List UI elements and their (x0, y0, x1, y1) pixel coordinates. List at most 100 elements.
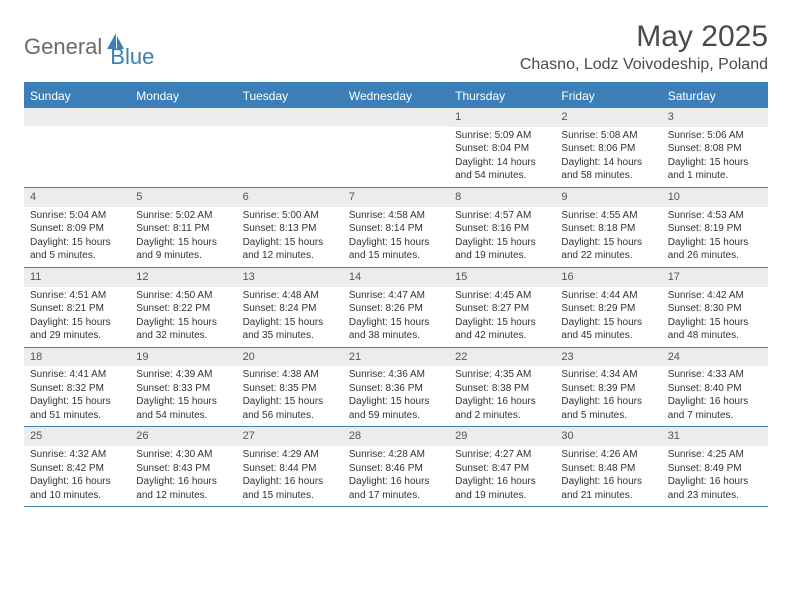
day-number: 1 (449, 108, 555, 127)
sunrise-text: Sunrise: 4:39 AM (136, 368, 230, 382)
sunset-text: Sunset: 8:29 PM (561, 302, 655, 316)
day-content: Sunrise: 4:30 AMSunset: 8:43 PMDaylight:… (130, 446, 236, 506)
day-cell: 6Sunrise: 5:00 AMSunset: 8:13 PMDaylight… (237, 188, 343, 267)
day-number: 12 (130, 268, 236, 287)
day-number: 5 (130, 188, 236, 207)
day-cell: 11Sunrise: 4:51 AMSunset: 8:21 PMDayligh… (24, 268, 130, 347)
daylight-text: Daylight: 16 hours and 5 minutes. (561, 395, 655, 422)
day-headers-row: Sunday Monday Tuesday Wednesday Thursday… (24, 84, 768, 108)
daylight-text: Daylight: 16 hours and 15 minutes. (243, 475, 337, 502)
day-header-tue: Tuesday (237, 84, 343, 108)
day-content: Sunrise: 5:02 AMSunset: 8:11 PMDaylight:… (130, 207, 236, 267)
day-cell: 31Sunrise: 4:25 AMSunset: 8:49 PMDayligh… (662, 427, 768, 506)
day-content: Sunrise: 4:27 AMSunset: 8:47 PMDaylight:… (449, 446, 555, 506)
day-number: 20 (237, 348, 343, 367)
sunrise-text: Sunrise: 4:34 AM (561, 368, 655, 382)
daylight-text: Daylight: 16 hours and 7 minutes. (668, 395, 762, 422)
daylight-text: Daylight: 16 hours and 10 minutes. (30, 475, 124, 502)
sunset-text: Sunset: 8:22 PM (136, 302, 230, 316)
day-cell: 10Sunrise: 4:53 AMSunset: 8:19 PMDayligh… (662, 188, 768, 267)
day-number: 22 (449, 348, 555, 367)
daylight-text: Daylight: 16 hours and 12 minutes. (136, 475, 230, 502)
sunset-text: Sunset: 8:42 PM (30, 462, 124, 476)
sunrise-text: Sunrise: 4:53 AM (668, 209, 762, 223)
day-number: 15 (449, 268, 555, 287)
day-number: 27 (237, 427, 343, 446)
day-cell: 25Sunrise: 4:32 AMSunset: 8:42 PMDayligh… (24, 427, 130, 506)
day-number: 29 (449, 427, 555, 446)
day-cell: 1Sunrise: 5:09 AMSunset: 8:04 PMDaylight… (449, 108, 555, 187)
daylight-text: Daylight: 15 hours and 19 minutes. (455, 236, 549, 263)
day-cell: 22Sunrise: 4:35 AMSunset: 8:38 PMDayligh… (449, 348, 555, 427)
day-number: 6 (237, 188, 343, 207)
day-content: Sunrise: 5:00 AMSunset: 8:13 PMDaylight:… (237, 207, 343, 267)
daylight-text: Daylight: 15 hours and 1 minute. (668, 156, 762, 183)
sunset-text: Sunset: 8:19 PM (668, 222, 762, 236)
sunrise-text: Sunrise: 4:38 AM (243, 368, 337, 382)
sunrise-text: Sunrise: 4:25 AM (668, 448, 762, 462)
day-number: 19 (130, 348, 236, 367)
sunrise-text: Sunrise: 4:33 AM (668, 368, 762, 382)
day-cell: 14Sunrise: 4:47 AMSunset: 8:26 PMDayligh… (343, 268, 449, 347)
day-cell: 27Sunrise: 4:29 AMSunset: 8:44 PMDayligh… (237, 427, 343, 506)
sunrise-text: Sunrise: 4:35 AM (455, 368, 549, 382)
week-row: 18Sunrise: 4:41 AMSunset: 8:32 PMDayligh… (24, 348, 768, 428)
sunset-text: Sunset: 8:26 PM (349, 302, 443, 316)
day-content: Sunrise: 4:25 AMSunset: 8:49 PMDaylight:… (662, 446, 768, 506)
sunset-text: Sunset: 8:16 PM (455, 222, 549, 236)
sunset-text: Sunset: 8:30 PM (668, 302, 762, 316)
daylight-text: Daylight: 16 hours and 17 minutes. (349, 475, 443, 502)
sunset-text: Sunset: 8:44 PM (243, 462, 337, 476)
day-content: Sunrise: 5:09 AMSunset: 8:04 PMDaylight:… (449, 127, 555, 187)
title-block: May 2025 Chasno, Lodz Voivodeship, Polan… (520, 20, 768, 74)
sunset-text: Sunset: 8:35 PM (243, 382, 337, 396)
day-number: 10 (662, 188, 768, 207)
day-content: Sunrise: 4:32 AMSunset: 8:42 PMDaylight:… (24, 446, 130, 506)
daylight-text: Daylight: 15 hours and 12 minutes. (243, 236, 337, 263)
day-content: Sunrise: 4:38 AMSunset: 8:35 PMDaylight:… (237, 366, 343, 426)
daylight-text: Daylight: 16 hours and 19 minutes. (455, 475, 549, 502)
day-content: Sunrise: 4:50 AMSunset: 8:22 PMDaylight:… (130, 287, 236, 347)
day-content (237, 126, 343, 132)
day-content: Sunrise: 4:55 AMSunset: 8:18 PMDaylight:… (555, 207, 661, 267)
day-cell: 2Sunrise: 5:08 AMSunset: 8:06 PMDaylight… (555, 108, 661, 187)
day-cell: 20Sunrise: 4:38 AMSunset: 8:35 PMDayligh… (237, 348, 343, 427)
day-number: 3 (662, 108, 768, 127)
day-cell: 30Sunrise: 4:26 AMSunset: 8:48 PMDayligh… (555, 427, 661, 506)
day-number: 7 (343, 188, 449, 207)
day-number-empty (130, 108, 236, 126)
week-row: 11Sunrise: 4:51 AMSunset: 8:21 PMDayligh… (24, 268, 768, 348)
sunset-text: Sunset: 8:38 PM (455, 382, 549, 396)
day-cell: 3Sunrise: 5:06 AMSunset: 8:08 PMDaylight… (662, 108, 768, 187)
day-content: Sunrise: 4:57 AMSunset: 8:16 PMDaylight:… (449, 207, 555, 267)
sunrise-text: Sunrise: 4:58 AM (349, 209, 443, 223)
day-content: Sunrise: 4:45 AMSunset: 8:27 PMDaylight:… (449, 287, 555, 347)
day-cell: 29Sunrise: 4:27 AMSunset: 8:47 PMDayligh… (449, 427, 555, 506)
day-cell: 5Sunrise: 5:02 AMSunset: 8:11 PMDaylight… (130, 188, 236, 267)
day-cell: 16Sunrise: 4:44 AMSunset: 8:29 PMDayligh… (555, 268, 661, 347)
day-cell: 15Sunrise: 4:45 AMSunset: 8:27 PMDayligh… (449, 268, 555, 347)
header: General Blue May 2025 Chasno, Lodz Voivo… (24, 20, 768, 74)
sunset-text: Sunset: 8:43 PM (136, 462, 230, 476)
sunrise-text: Sunrise: 5:04 AM (30, 209, 124, 223)
day-cell: 13Sunrise: 4:48 AMSunset: 8:24 PMDayligh… (237, 268, 343, 347)
sunrise-text: Sunrise: 4:32 AM (30, 448, 124, 462)
day-number: 28 (343, 427, 449, 446)
day-content: Sunrise: 4:36 AMSunset: 8:36 PMDaylight:… (343, 366, 449, 426)
month-title: May 2025 (520, 20, 768, 54)
sunrise-text: Sunrise: 4:47 AM (349, 289, 443, 303)
sunset-text: Sunset: 8:06 PM (561, 142, 655, 156)
week-row: 25Sunrise: 4:32 AMSunset: 8:42 PMDayligh… (24, 427, 768, 507)
day-cell: 28Sunrise: 4:28 AMSunset: 8:46 PMDayligh… (343, 427, 449, 506)
sunset-text: Sunset: 8:47 PM (455, 462, 549, 476)
sunrise-text: Sunrise: 5:00 AM (243, 209, 337, 223)
sunrise-text: Sunrise: 4:36 AM (349, 368, 443, 382)
location: Chasno, Lodz Voivodeship, Poland (520, 56, 768, 74)
daylight-text: Daylight: 15 hours and 42 minutes. (455, 316, 549, 343)
daylight-text: Daylight: 15 hours and 51 minutes. (30, 395, 124, 422)
sunrise-text: Sunrise: 4:55 AM (561, 209, 655, 223)
sunset-text: Sunset: 8:32 PM (30, 382, 124, 396)
day-content: Sunrise: 4:42 AMSunset: 8:30 PMDaylight:… (662, 287, 768, 347)
daylight-text: Daylight: 15 hours and 29 minutes. (30, 316, 124, 343)
sunset-text: Sunset: 8:33 PM (136, 382, 230, 396)
